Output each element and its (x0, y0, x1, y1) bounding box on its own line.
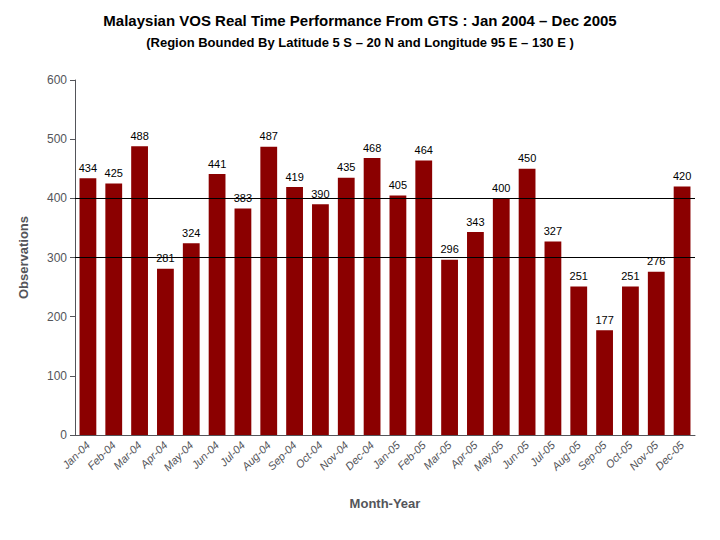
svg-text:Dec-04: Dec-04 (343, 439, 377, 473)
svg-text:Sep-04: Sep-04 (265, 439, 299, 473)
svg-text:0: 0 (60, 428, 67, 442)
svg-text:400: 400 (492, 182, 510, 194)
svg-text:276: 276 (647, 255, 666, 268)
svg-text:Feb-05: Feb-05 (394, 438, 428, 472)
svg-text:400: 400 (47, 191, 67, 205)
svg-text:Malaysian VOS Real Time Perfor: Malaysian VOS Real Time Performance From… (103, 12, 616, 29)
svg-text:324: 324 (182, 227, 200, 239)
svg-text:Nov-05: Nov-05 (627, 438, 661, 473)
svg-text:Sep-05: Sep-05 (575, 438, 609, 472)
svg-text:Month-Year: Month-Year (350, 496, 421, 511)
svg-text:100: 100 (47, 369, 67, 383)
svg-text:420: 420 (673, 170, 691, 182)
svg-text:Apr-05: Apr-05 (448, 438, 480, 471)
svg-text:Aug-04: Aug-04 (239, 439, 273, 473)
svg-text:Dec-05: Dec-05 (653, 438, 687, 472)
svg-text:405: 405 (389, 179, 407, 191)
svg-text:441: 441 (208, 158, 226, 170)
svg-text:Jan-05: Jan-05 (369, 438, 403, 471)
svg-text:296: 296 (440, 243, 458, 255)
svg-text:Observations: Observations (16, 216, 31, 299)
svg-text:Jun-05: Jun-05 (498, 438, 532, 472)
svg-text:Nov-04: Nov-04 (317, 438, 351, 473)
svg-text:434: 434 (79, 162, 97, 174)
svg-text:383: 383 (234, 192, 252, 204)
svg-text:Oct-05: Oct-05 (602, 438, 635, 471)
svg-text:281: 281 (156, 252, 174, 264)
svg-text:488: 488 (130, 130, 148, 142)
svg-text:(Region Bounded By Latitude 5: (Region Bounded By Latitude 5 S – 20 N a… (146, 35, 574, 50)
svg-text:251: 251 (621, 270, 639, 282)
svg-text:500: 500 (47, 132, 67, 146)
svg-text:Oct-04: Oct-04 (292, 438, 325, 471)
svg-text:Mar-05: Mar-05 (421, 438, 455, 472)
svg-text:200: 200 (47, 310, 67, 324)
svg-text:600: 600 (47, 73, 67, 87)
svg-text:Apr-04: Apr-04 (138, 438, 170, 471)
svg-text:May-04: May-04 (161, 439, 195, 473)
svg-text:251: 251 (570, 270, 588, 282)
svg-text:487: 487 (260, 130, 278, 142)
svg-text:419: 419 (285, 171, 303, 183)
svg-text:Jul-04: Jul-04 (217, 438, 248, 469)
svg-text:464: 464 (415, 144, 433, 156)
svg-text:Jun-04: Jun-04 (188, 439, 221, 472)
svg-text:Jan-04: Jan-04 (59, 438, 93, 471)
svg-text:May-05: May-05 (471, 438, 506, 473)
svg-text:Aug-05: Aug-05 (549, 438, 583, 473)
svg-text:390: 390 (311, 188, 329, 200)
svg-text:Mar-04: Mar-04 (111, 439, 144, 472)
svg-text:300: 300 (47, 251, 67, 265)
svg-text:177: 177 (595, 314, 613, 326)
svg-text:Feb-04: Feb-04 (85, 439, 118, 472)
svg-text:425: 425 (105, 167, 123, 179)
svg-text:435: 435 (337, 161, 355, 173)
svg-text:468: 468 (363, 142, 381, 154)
svg-text:450: 450 (518, 152, 536, 164)
svg-text:327: 327 (544, 225, 562, 237)
svg-text:343: 343 (466, 216, 484, 228)
svg-text:Jul-05: Jul-05 (527, 438, 558, 469)
